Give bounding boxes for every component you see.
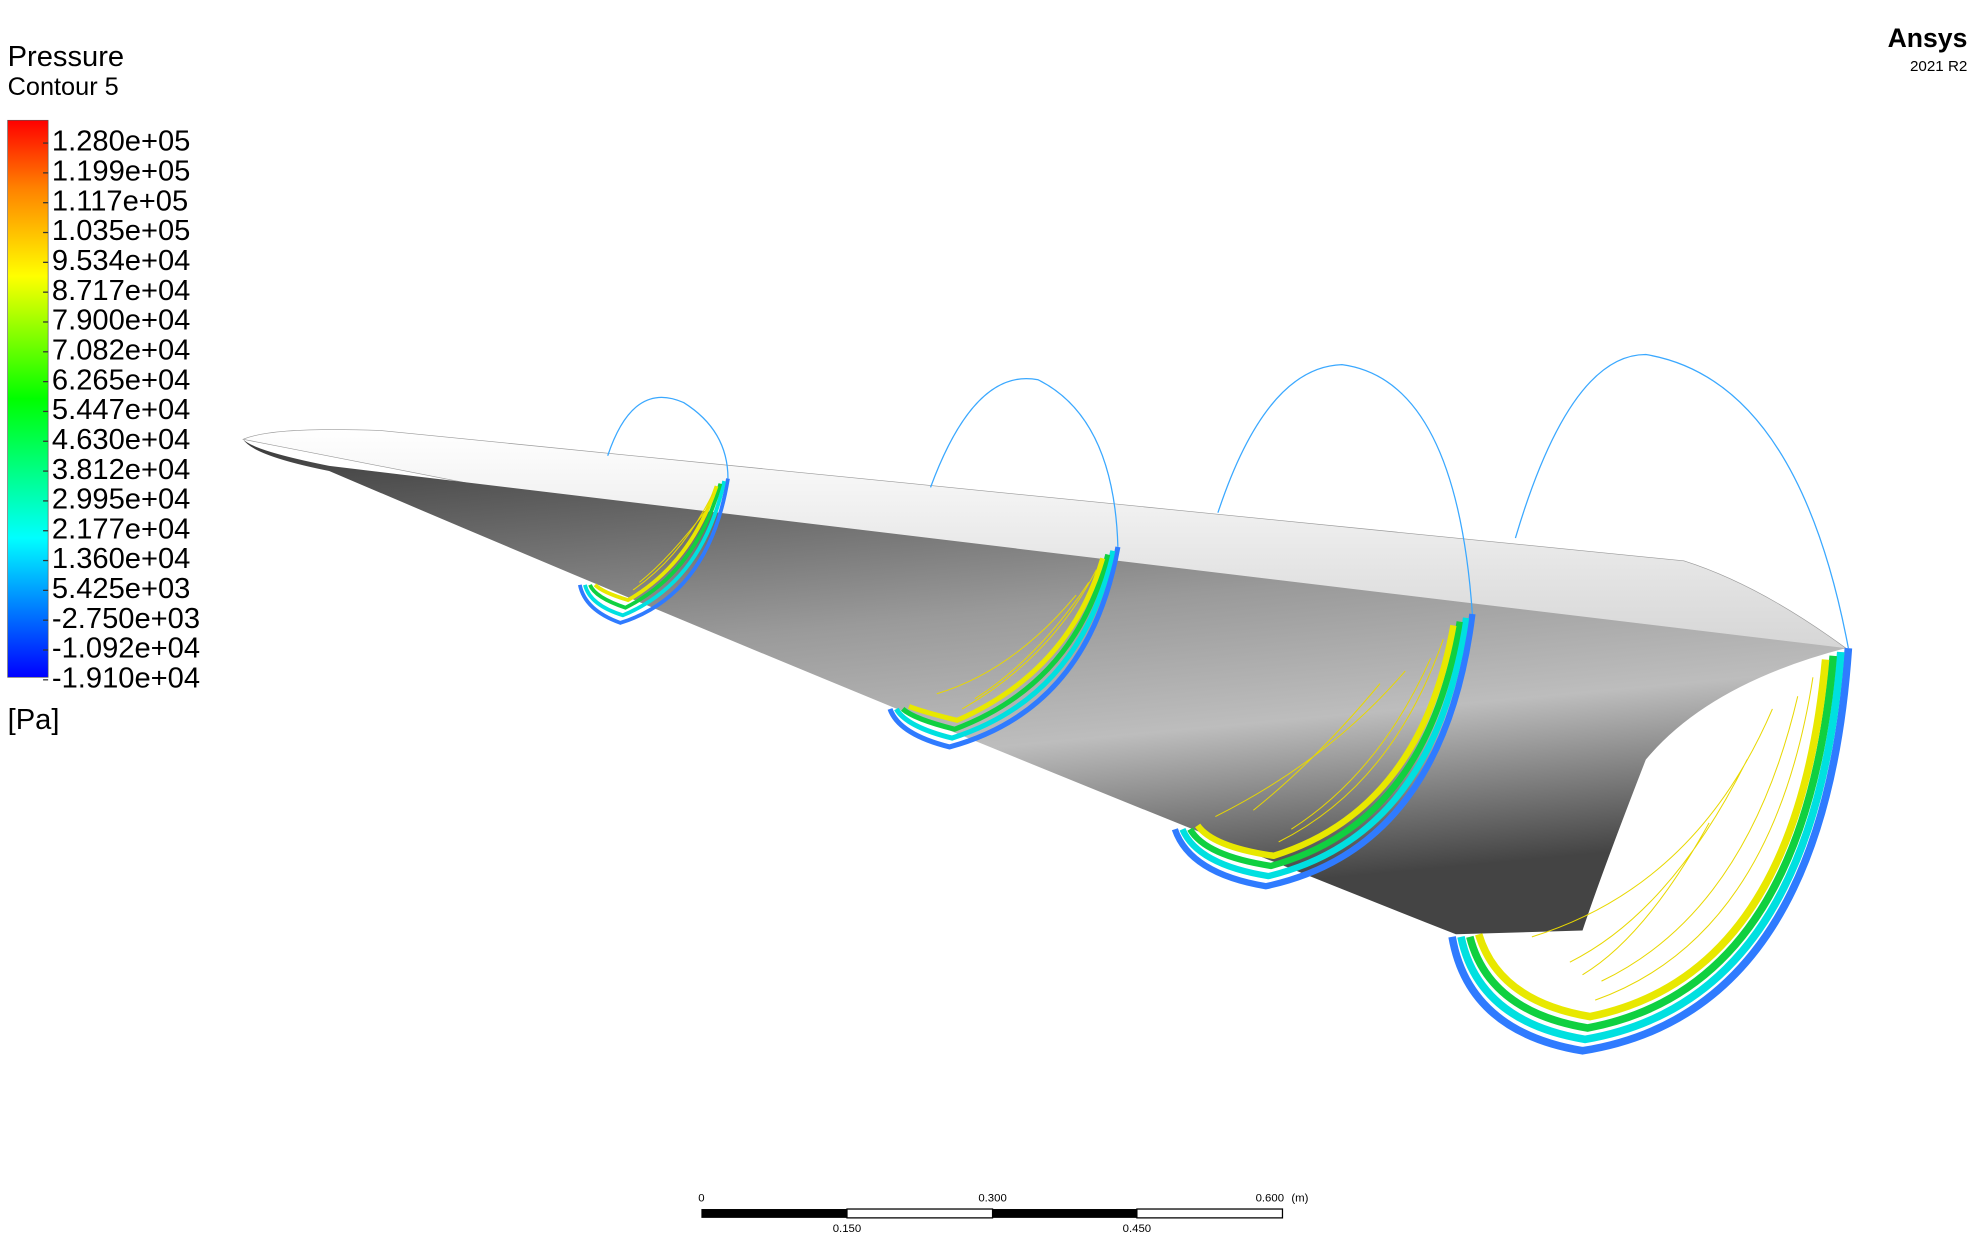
legend-level: 7.900e+04 [52, 305, 190, 337]
legend-title: Pressure [8, 41, 124, 73]
legend-level: 1.199e+05 [52, 156, 190, 188]
legend-levels: 1.280e+051.199e+051.117e+051.035e+059.53… [43, 126, 200, 695]
legend-level: 2.995e+04 [52, 484, 190, 516]
legend-level: 1.280e+05 [52, 126, 190, 158]
legend-level: -1.092e+04 [52, 633, 200, 665]
legend-level: -2.750e+03 [52, 603, 200, 635]
scale-segment [846, 1208, 994, 1219]
legend-level: 1.117e+05 [52, 185, 188, 217]
scale-label: 0.300 [978, 1192, 1006, 1204]
scale-segment [1136, 1208, 1284, 1219]
scale-bar: 0 0.300 0.600 (m) 0.150 0.450 [698, 1192, 1308, 1234]
legend-level: 3.812e+04 [52, 454, 190, 486]
legend-level: 1.360e+04 [52, 543, 190, 575]
contour-slice [577, 396, 730, 625]
legend-level: 1.035e+05 [52, 215, 190, 247]
scale-label: 0 [698, 1192, 704, 1204]
contour-slice [1171, 363, 1476, 890]
legend-subtitle: Contour 5 [8, 73, 119, 101]
brand-name: Ansys [1888, 23, 1968, 53]
scale-label: 0.450 [1123, 1223, 1151, 1235]
legend-level: -1.910e+04 [52, 663, 200, 695]
legend-level: 5.425e+03 [52, 573, 190, 605]
legend-level: 9.534e+04 [52, 245, 190, 277]
scale-segment [701, 1209, 847, 1218]
legend-level: 7.082e+04 [52, 334, 190, 366]
legend-level: 5.447e+04 [52, 394, 190, 426]
legend-level: 8.717e+04 [52, 275, 190, 307]
legend-unit: [Pa] [8, 704, 60, 736]
scale-segment [992, 1209, 1137, 1218]
color-bar [7, 119, 49, 678]
scale-unit: (m) [1291, 1192, 1308, 1204]
contour-slice [1448, 353, 1853, 1055]
legend-level: 2.177e+04 [52, 513, 190, 545]
scale-label: 0.600 [1256, 1192, 1284, 1204]
contours [577, 353, 1853, 1055]
legend-level: 4.630e+04 [52, 424, 190, 456]
brand-version: 2021 R2 [1910, 58, 1967, 75]
scale-label: 0.150 [833, 1223, 861, 1235]
legend-level: 6.265e+04 [52, 364, 190, 396]
contour-slice [887, 378, 1121, 750]
